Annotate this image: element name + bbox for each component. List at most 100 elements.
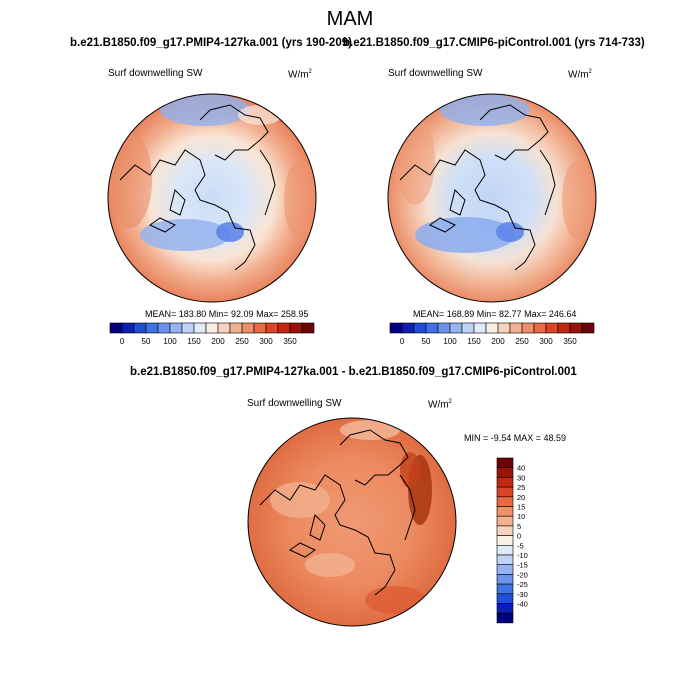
left-colorbar-swatch	[301, 322, 315, 334]
right-colorbar-tick-label: 150	[467, 337, 481, 346]
right-colorbar-tick-label: 200	[491, 337, 505, 346]
right-map-border	[387, 93, 597, 303]
right-colorbar-swatch	[485, 322, 499, 334]
diff-colorbar-swatch	[496, 593, 514, 604]
diff-colorbar-tick-label: -25	[517, 580, 528, 589]
right-colorbar-swatch	[497, 322, 511, 334]
left-colorbar-tick-label: 200	[211, 337, 225, 346]
left-colorbar-swatch	[133, 322, 147, 334]
right-colorbar-tick-label: 250	[515, 337, 529, 346]
left-colorbar-tick-label: 250	[235, 337, 249, 346]
left-colorbar-tick-label: 350	[283, 337, 297, 346]
diff-colorbar-tick-label: -10	[517, 551, 528, 560]
diff-colorbar-swatch	[496, 486, 514, 498]
right-panel-title: b.e21.B1850.f09_g17.CMIP6-piControl.001 …	[343, 37, 645, 49]
left-colorbar-swatch	[277, 322, 291, 334]
left-coastlines	[119, 104, 276, 271]
left-colorbar-swatch	[169, 322, 183, 334]
diff-variable-label: Surf downwelling SW	[247, 398, 342, 409]
left-colorbar-swatch	[289, 322, 303, 334]
right-colorbar-swatch	[581, 322, 595, 334]
right-colorbar-swatch	[569, 322, 583, 334]
right-colorbar-swatch	[461, 322, 475, 334]
left-map-border	[107, 93, 317, 303]
diff-colorbar-swatch	[496, 506, 514, 517]
right-colorbar-tick-label: 0	[400, 337, 405, 346]
diff-colorbar-tick-label: 20	[517, 493, 525, 502]
left-colorbar-swatch	[253, 322, 267, 334]
diff-colorbar-tick-label: 15	[517, 503, 525, 512]
right-coastlines	[399, 104, 556, 271]
left-units-label: W/m2	[288, 69, 312, 81]
right-colorbar-swatch	[401, 322, 415, 334]
left-colorbar-swatch	[217, 322, 231, 334]
right-colorbar-swatch	[509, 322, 523, 334]
diff-coastlines	[259, 429, 416, 596]
diff-colorbar-swatch	[496, 496, 514, 507]
right-colorbar-tick-label: 350	[563, 337, 577, 346]
diff-colorbar-swatch	[496, 525, 514, 536]
diff-colorbar-swatch	[496, 457, 514, 468]
right-colorbar-swatch	[437, 322, 451, 334]
diff-colorbar-tick-label: 40	[517, 464, 525, 473]
left-map-field	[108, 94, 316, 302]
right-units-label: W/m2	[568, 69, 592, 81]
diff-colorbar-tick-label: 5	[517, 522, 521, 531]
right-colorbar-swatch	[389, 322, 403, 334]
left-stats: MEAN= 183.80 Min= 92.09 Max= 258.95	[145, 309, 309, 319]
diff-colorbar-swatch	[496, 467, 514, 478]
right-colorbar-swatch	[413, 322, 427, 334]
left-colorbar-swatch	[121, 322, 135, 334]
diff-colorbar-tick-label: 25	[517, 483, 525, 492]
left-variable-label: Surf downwelling SW	[108, 68, 203, 79]
left-colorbar-tick-label: 100	[163, 337, 177, 346]
diff-colorbar-tick-label: -20	[517, 570, 528, 579]
diff-colorbar-swatch	[496, 603, 514, 614]
right-colorbar-tick-label: 50	[422, 337, 431, 346]
diff-colorbar-swatch	[496, 477, 514, 488]
right-colorbar-tick-label: 100	[443, 337, 457, 346]
left-colorbar-swatch	[109, 322, 123, 334]
right-colorbar-swatch	[545, 322, 559, 334]
left-colorbar-tick-label: 300	[259, 337, 273, 346]
left-colorbar-tick-label: 50	[142, 337, 151, 346]
right-colorbar: 0 50 100 150 200 250 300 350	[389, 322, 595, 346]
left-colorbar-swatch	[181, 322, 195, 334]
right-colorbar-tick-label: 300	[539, 337, 553, 346]
diff-colorbar-swatch	[496, 564, 514, 575]
left-colorbar-swatch	[193, 322, 207, 334]
diff-colorbar-swatch	[496, 574, 514, 585]
diff-colorbar-swatch	[496, 554, 514, 565]
diff-colorbar-tick-label: 10	[517, 512, 525, 521]
diff-colorbar-tick-label: 0	[517, 532, 521, 541]
left-panel-title: b.e21.B1850.f09_g17.PMIP4-127ka.001 (yrs…	[70, 37, 352, 49]
left-polar-map	[107, 93, 317, 303]
diff-colorbar-tick-label: 30	[517, 473, 525, 482]
right-colorbar-swatch	[533, 322, 547, 334]
left-colorbar-swatch	[265, 322, 279, 334]
left-colorbar: 0 50 100 150 200 250 300 350	[109, 322, 315, 346]
left-colorbar-swatch	[205, 322, 219, 334]
diff-polar-map	[247, 417, 457, 627]
diff-panel-title: b.e21.B1850.f09_g17.PMIP4-127ka.001 - b.…	[130, 366, 577, 378]
right-stats: MEAN= 168.89 Min= 82.77 Max= 246.64	[413, 309, 577, 319]
right-variable-label: Surf downwelling SW	[388, 68, 483, 79]
right-colorbar-swatch	[449, 322, 463, 334]
left-colorbar-tick-label: 0	[120, 337, 125, 346]
diff-colorbar-swatch	[496, 583, 514, 595]
right-colorbar-swatch	[473, 322, 487, 334]
diff-colorbar-tick-label: -30	[517, 590, 528, 599]
diff-units-label: W/m2	[428, 399, 452, 411]
diff-colorbar-swatch	[496, 515, 514, 527]
diff-colorbar-tick-label: -5	[517, 541, 524, 550]
right-colorbar-swatch	[521, 322, 535, 334]
left-colorbar-swatch	[157, 322, 171, 334]
right-colorbar-swatch	[425, 322, 439, 334]
diff-colorbar-tick-label: -15	[517, 561, 528, 570]
diff-colorbar-swatch	[496, 535, 514, 546]
diff-colorbar-tick-label: -40	[517, 600, 528, 609]
diff-colorbar-swatch	[496, 612, 514, 624]
left-colorbar-swatch	[241, 322, 255, 334]
left-colorbar-tick-label: 150	[187, 337, 201, 346]
